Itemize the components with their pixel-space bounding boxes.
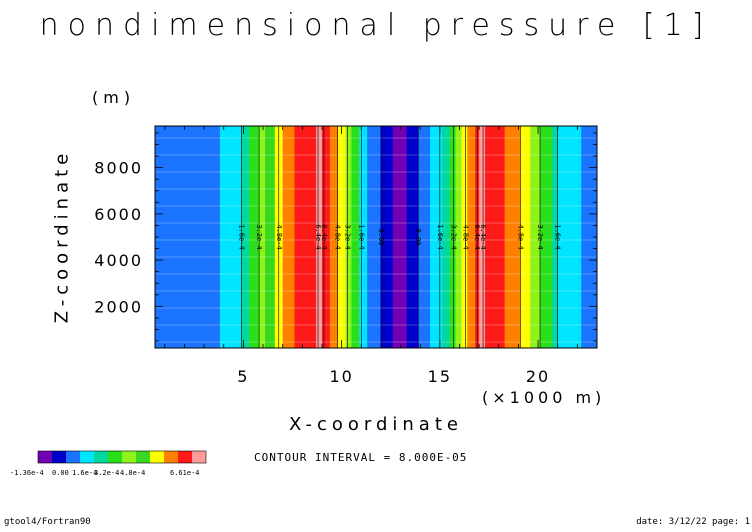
- y-tick-label: 4000: [94, 251, 143, 270]
- heatmap-band-20: [418, 126, 431, 348]
- heatmap-band-17: [380, 126, 394, 348]
- heatmap-band-28: [479, 126, 486, 348]
- heatmap-band-5: [265, 126, 276, 348]
- gridlines: [155, 137, 597, 343]
- y-tick-label: 2000: [94, 297, 143, 316]
- contour-labels: 1.6e-4 3.2e-4 4.8e-4 6.4e-46.4e-4 4.8e-4 3.2e…: [237, 224, 561, 249]
- contour-label-15: 4.8e-4: [516, 224, 524, 249]
- heatmap-band-18: [392, 126, 407, 348]
- legend-label-0: -1.36e-4: [10, 469, 44, 477]
- footer-left-text: gtool4/Fortran90: [4, 517, 91, 527]
- x-axis-unit: (×1000 m): [482, 388, 606, 407]
- contour-lines: [241, 126, 559, 348]
- contour-label-13: 6.4e-4: [473, 224, 481, 249]
- heatmap-band-23: [449, 126, 457, 348]
- contour-label-11: 3.2e-4: [450, 224, 458, 249]
- contour-interval-text: CONTOUR INTERVAL = 8.000E-05: [254, 451, 468, 464]
- heatmap-band-31: [520, 126, 531, 348]
- heatmap-band-0: [155, 126, 221, 348]
- legend-label-2: 1.6e-4: [72, 469, 97, 477]
- y-tick-label: 6000: [94, 205, 143, 224]
- heatmap-band-34: [551, 126, 559, 348]
- legend-swatch-4: [94, 451, 108, 463]
- contour-label-14: 6.4e-4: [479, 224, 487, 249]
- heatmap-band-26: [467, 126, 476, 348]
- contour-label-8: 0.00: [377, 229, 385, 246]
- contour-label-4: 6.4e-4: [320, 224, 328, 249]
- heatmap-band-4: [259, 126, 266, 348]
- contour-label-6: 3.2e-4: [344, 224, 352, 249]
- heatmap-band-15: [359, 126, 368, 348]
- contour-label-0: 1.6e-4: [237, 224, 245, 249]
- heatmap-band-30: [504, 126, 521, 348]
- contour-label-16: 3.2e-4: [536, 224, 544, 249]
- contour-label-1: 3.2e-4: [255, 224, 263, 249]
- heatmap-bands: [155, 126, 598, 348]
- x-tick-label: 5: [237, 367, 249, 386]
- legend-swatch-10: [178, 451, 192, 463]
- heatmap-band-14: [351, 126, 360, 348]
- legend-swatch-9: [164, 451, 178, 463]
- heatmap-band-22: [441, 126, 451, 348]
- contour-label-9: 0.00: [414, 229, 422, 246]
- x-tick-label: 10: [329, 367, 353, 386]
- chart-title: nondimensional pressure [1]: [39, 8, 713, 43]
- heatmap-band-36: [581, 126, 598, 348]
- heatmap-band-7: [282, 126, 295, 348]
- contour-label-17: 1.6e-4: [554, 224, 562, 249]
- contour-label-2: 4.8e-4: [275, 224, 283, 249]
- legend-label-4: 4.8e-4: [120, 469, 145, 477]
- contour-label-3: 6.4e-4: [314, 224, 322, 249]
- axis-ticks: 5 10 15 20 2000 4000 6000 8000: [94, 126, 598, 386]
- contour-label-7: 1.6e-4: [357, 224, 365, 249]
- legend-label-5: 6.61e-4: [170, 469, 200, 477]
- heatmap-band-1: [219, 126, 242, 348]
- heatmap-band-16: [367, 126, 382, 348]
- legend-swatch-6: [122, 451, 136, 463]
- heatmap-band-9: [316, 126, 323, 348]
- legend-swatch-8: [150, 451, 164, 463]
- legend-swatch-7: [136, 451, 150, 463]
- legend-swatch-3: [80, 451, 94, 463]
- heatmap-band-10: [321, 126, 331, 348]
- x-tick-label: 20: [526, 367, 550, 386]
- contour-label-12: 4.8e-4: [461, 224, 469, 249]
- legend-swatch-1: [52, 451, 66, 463]
- heatmap-band-29: [485, 126, 506, 348]
- heatmap-band-21: [430, 126, 443, 348]
- heatmap-band-2: [241, 126, 250, 348]
- heatmap-band-13: [345, 126, 352, 348]
- heatmap-band-8: [294, 126, 317, 348]
- heatmap-band-25: [461, 126, 468, 348]
- contour-label-10: 1.6e-4: [436, 224, 444, 249]
- heatmap-band-12: [337, 126, 347, 348]
- heatmap-band-11: [329, 126, 339, 348]
- color-legend: -1.36e-4 0.00 1.6e-43.2e-4 4.8e-4 6.61e-4: [10, 450, 207, 477]
- contour-label-5: 4.8e-4: [334, 224, 342, 249]
- legend-frame: [37, 450, 207, 464]
- heatmap-band-24: [455, 126, 462, 348]
- heatmap-band-19: [406, 126, 419, 348]
- legend-swatch-2: [66, 451, 80, 463]
- legend-swatch-5: [108, 451, 122, 463]
- legend-label-3: 3.2e-4: [94, 469, 119, 477]
- heatmap-band-35: [557, 126, 582, 348]
- legend-swatch-0: [38, 451, 52, 463]
- y-axis-unit: (m): [92, 88, 136, 107]
- heatmap-band-3: [249, 126, 260, 348]
- y-tick-label: 8000: [94, 159, 143, 178]
- heatmap-band-33: [540, 126, 553, 348]
- heatmap-band-32: [530, 126, 541, 348]
- x-tick-label: 15: [428, 367, 452, 386]
- footer-right-text: date: 3/12/22 page: 1: [636, 517, 750, 527]
- legend-label-1: 0.00: [52, 469, 69, 477]
- x-axis-label: X-coordinate: [289, 414, 463, 435]
- legend-swatch-11: [192, 451, 206, 463]
